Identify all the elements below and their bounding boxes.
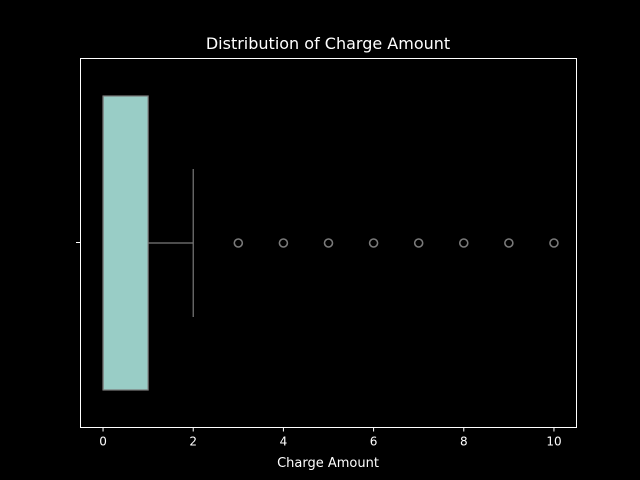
x-axis: 0 2 4 6 8 10 <box>99 427 562 449</box>
chart-title: Distribution of Charge Amount <box>206 34 450 53</box>
outlier-point-7 <box>549 238 559 248</box>
outlier-point-1 <box>278 238 289 248</box>
axes-frame <box>80 58 577 428</box>
x-tick-label-4: 8 <box>460 435 468 449</box>
outlier-point-6 <box>504 238 514 248</box>
x-tick-label-2: 4 <box>280 435 288 449</box>
outlier-point-5 <box>458 238 469 248</box>
x-tick-label-0: 0 <box>99 435 107 449</box>
outlier-point-0 <box>233 238 244 248</box>
plot-area <box>102 95 559 391</box>
outlier-point-4 <box>413 238 424 248</box>
iqr-box <box>102 95 149 391</box>
x-tick-label-1: 2 <box>189 435 197 449</box>
x-axis-label: Charge Amount <box>277 456 379 471</box>
x-tick-label-5: 10 <box>546 435 561 449</box>
x-tick-label-3: 6 <box>370 435 378 449</box>
outlier-point-2 <box>323 238 334 248</box>
outlier-point-3 <box>368 238 379 248</box>
